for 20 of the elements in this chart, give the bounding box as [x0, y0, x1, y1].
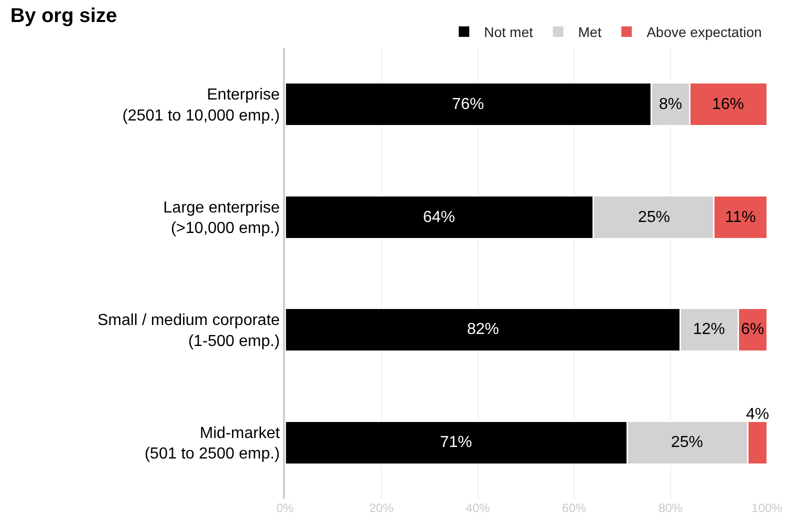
data-label: 12%	[693, 321, 726, 338]
legend-label: Met	[578, 24, 602, 40]
data-label: 4%	[746, 406, 770, 423]
data-label: 11%	[725, 209, 756, 226]
y-tick-label: Mid-market (501 to 2500 emp.)	[144, 424, 280, 463]
data-label: 76%	[452, 96, 484, 113]
data-label: 25%	[638, 209, 670, 226]
data-label: 71%	[440, 434, 472, 451]
data-label: 25%	[671, 434, 704, 451]
legend-label: Above expectation	[646, 24, 762, 40]
y-tick-label: Small / medium corporate (1-500 emp.)	[98, 312, 280, 350]
data-label: 16%	[712, 96, 744, 113]
text: By org size	[10, 4, 118, 27]
y-tick-label: Enterprise (2501 to 10,000 emp.)	[122, 86, 280, 124]
legend-label: Not met	[484, 24, 534, 40]
data-label: 64%	[423, 209, 456, 226]
data-label: 6%	[741, 321, 764, 338]
data-label: 82%	[467, 321, 500, 338]
data-label: 8%	[659, 96, 682, 113]
y-tick-label: Large enterprise (>10,000 emp.)	[163, 199, 280, 238]
